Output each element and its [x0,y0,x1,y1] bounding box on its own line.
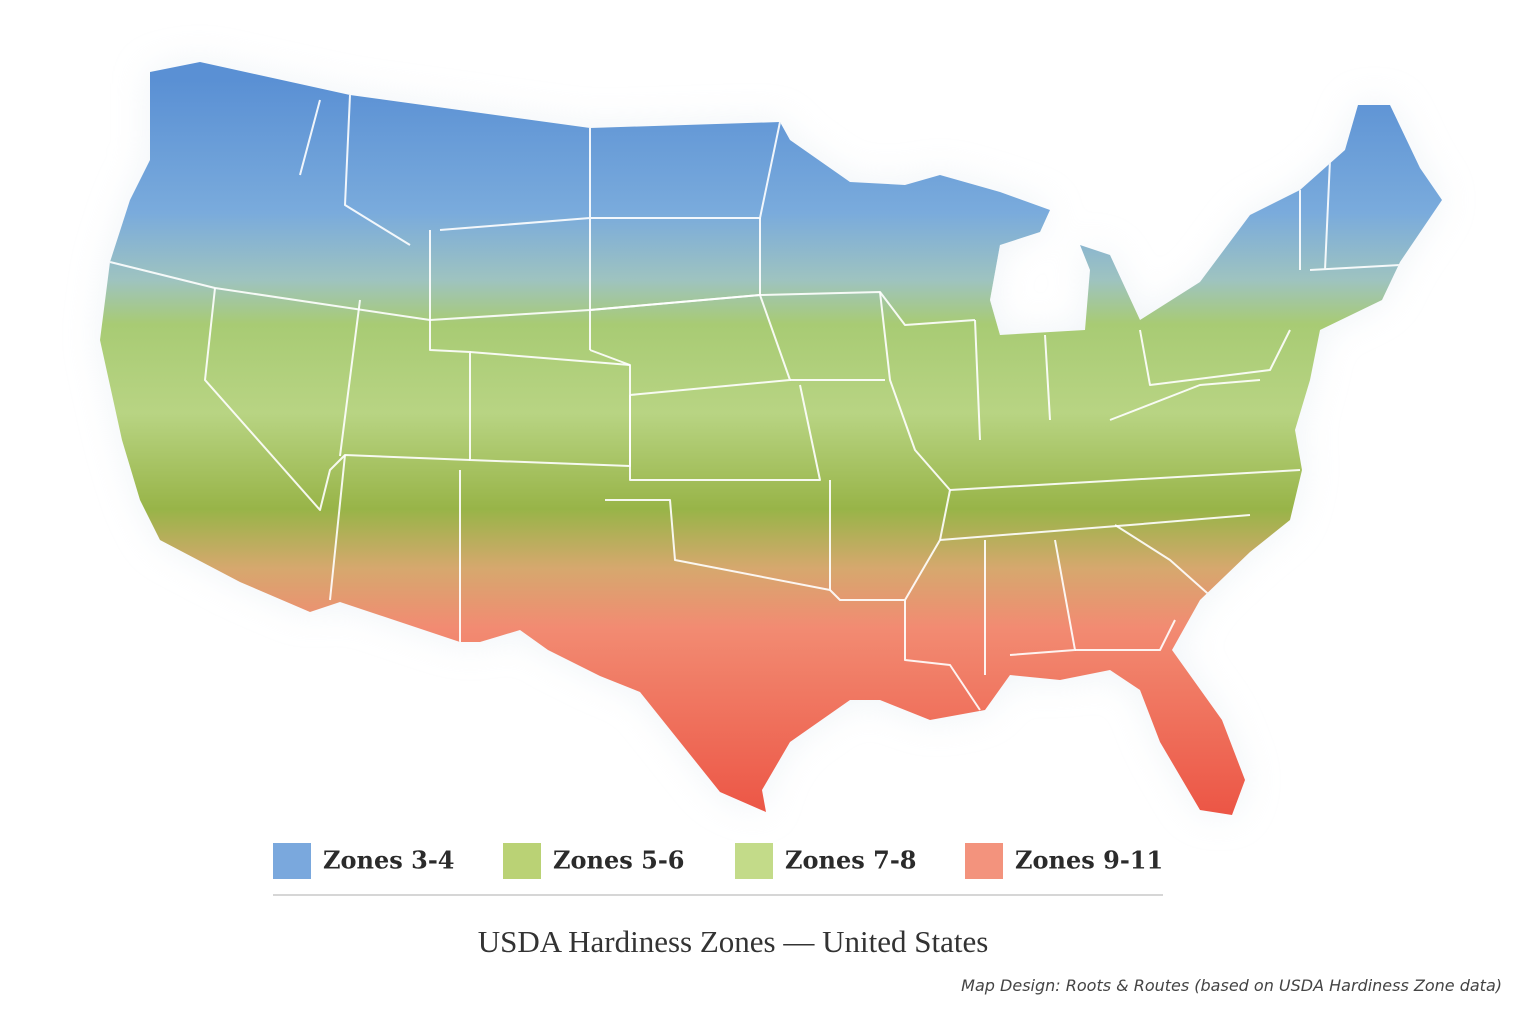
legend-swatch [273,843,311,879]
legend-swatch [965,843,1003,879]
credit: Map Design: Roots & Routes (based on USD… [961,976,1502,995]
us-map [100,62,1442,815]
legend-label: Zones 9-11 [1015,846,1163,875]
lake-michigan [990,245,1060,335]
legend-label: Zones 7-8 [785,846,916,875]
legend-swatch [735,843,773,879]
legend: Zones 3-4 Zones 5-6 Zones 7-8 Zones 9-11 [273,843,1163,879]
zone-fill [100,62,1442,815]
legend-swatch [503,843,541,879]
map-title: USDA Hardiness Zones — United States [478,924,989,959]
legend-label: Zones 5-6 [553,846,684,875]
legend-label: Zones 3-4 [323,846,454,875]
state-lines [109,94,1401,711]
